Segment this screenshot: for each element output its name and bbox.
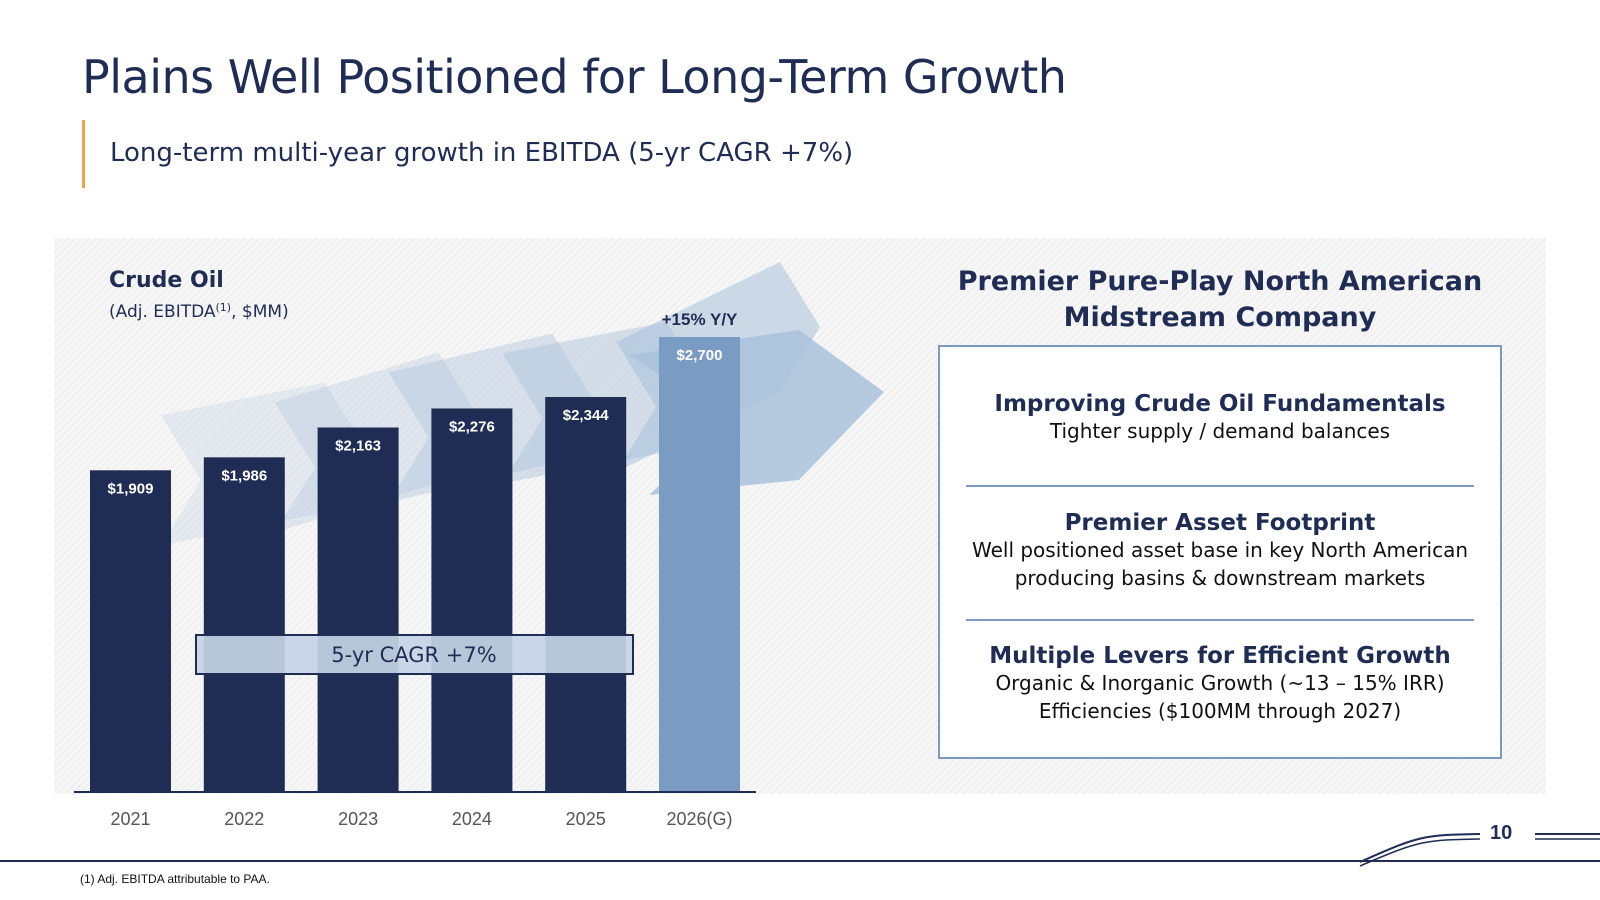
section-efficient-growth: Multiple Levers for Efficient Growth Org… <box>940 643 1500 725</box>
chart-title: Crude Oil <box>109 268 224 293</box>
chart-subtitle-suffix: , $MM) <box>231 302 289 322</box>
section-heading: Multiple Levers for Efficient Growth <box>989 643 1451 669</box>
slide-subtitle: Long-term multi-year growth in EBITDA (5… <box>110 138 854 168</box>
section-crude-fundamentals: Improving Crude Oil Fundamentals Tighter… <box>940 391 1500 445</box>
x-tick-label: 2026(G) <box>666 809 732 829</box>
x-tick-label: 2025 <box>566 809 606 829</box>
chart-subtitle-prefix: (Adj. EBITDA <box>109 302 216 322</box>
right-panel-title-line1: Premier Pure-Play North American <box>957 266 1483 297</box>
chart-subtitle: (Adj. EBITDA(1), $MM) <box>109 301 289 322</box>
bars-group: $1,909 $1,986 $2,163 $2,276 $2,344 $2,700 <box>90 337 740 792</box>
right-panel-title-line2: Midstream Company <box>1063 302 1377 333</box>
section-divider <box>966 619 1474 621</box>
bar-2023 <box>317 427 399 792</box>
bar-value-label: $2,700 <box>677 347 723 364</box>
section-line: Organic & Inorganic Growth (~13 – 15% IR… <box>995 671 1445 695</box>
section-line: Efficiencies ($100MM through 2027) <box>1038 699 1402 723</box>
x-axis-labels: 2021 2022 2023 2024 2025 2026(G) <box>110 809 732 829</box>
section-asset-footprint: Premier Asset Footprint Well positioned … <box>940 510 1500 592</box>
section-line: Well positioned asset base in key North … <box>971 538 1468 562</box>
x-tick-label: 2021 <box>110 809 150 829</box>
bar-2021 <box>90 470 171 792</box>
highlights-box: Improving Crude Oil Fundamentals Tighter… <box>938 345 1502 759</box>
x-tick-label: 2022 <box>224 809 264 829</box>
footer-wave <box>1359 833 1600 867</box>
cagr-label: 5-yr CAGR +7% <box>331 643 496 667</box>
bar-value-label: $1,909 <box>108 480 154 497</box>
x-tick-label: 2023 <box>338 809 378 829</box>
bar-value-label: $2,276 <box>449 418 495 435</box>
section-line: producing basins & downstream markets <box>1014 566 1426 590</box>
footnote: (1) Adj. EBITDA attributable to PAA. <box>80 872 270 886</box>
bar-2025 <box>545 396 627 792</box>
section-heading: Improving Crude Oil Fundamentals <box>994 391 1446 417</box>
subtitle-accent-bar <box>82 120 85 188</box>
section-line: Tighter supply / demand balances <box>1049 419 1391 443</box>
yoy-growth-label: +15% Y/Y <box>662 310 738 329</box>
footer-line <box>0 860 1600 862</box>
bar-value-label: $2,344 <box>563 407 610 424</box>
section-heading: Premier Asset Footprint <box>1064 510 1376 536</box>
cagr-box <box>195 634 634 675</box>
bar-2024 <box>431 408 513 792</box>
section-divider <box>966 485 1474 487</box>
bar-value-label: $1,986 <box>221 467 267 484</box>
x-tick-label: 2024 <box>452 809 492 829</box>
right-panel-title: Premier Pure-Play North American Midstre… <box>940 264 1500 336</box>
chart-subtitle-sup: (1) <box>216 301 232 314</box>
bar-value-label: $2,163 <box>335 437 381 454</box>
bar-2026g <box>659 337 740 792</box>
page-number: 10 <box>1490 822 1513 844</box>
bar-2022 <box>203 457 285 792</box>
slide-title: Plains Well Positioned for Long-Term Gro… <box>82 50 1067 104</box>
